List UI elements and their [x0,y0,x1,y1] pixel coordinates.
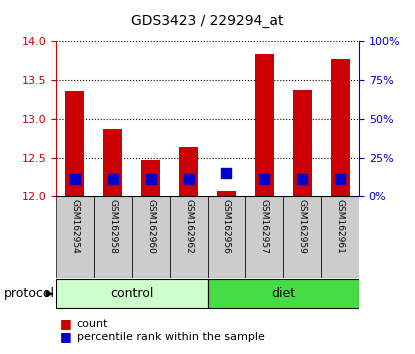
Bar [293,90,312,196]
Bar [170,196,208,278]
Text: ■: ■ [60,318,72,330]
Point [337,177,343,182]
Text: GSM162962: GSM162962 [184,199,193,254]
Text: GSM162956: GSM162956 [222,199,231,254]
Bar [321,196,359,278]
Bar [208,196,245,278]
Text: count: count [77,319,108,329]
Text: GDS3423 / 229294_at: GDS3423 / 229294_at [131,14,284,28]
Point [72,177,78,182]
Text: GSM162954: GSM162954 [71,199,79,254]
Bar [331,59,349,196]
Text: GSM162959: GSM162959 [298,199,307,254]
Bar [179,147,198,196]
Point [299,177,305,182]
Text: GSM162957: GSM162957 [260,199,269,254]
Text: percentile rank within the sample: percentile rank within the sample [77,332,265,342]
Text: GSM162960: GSM162960 [146,199,155,254]
Text: ■: ■ [60,331,72,343]
Bar [208,280,359,308]
Text: diet: diet [271,287,295,300]
Bar [283,196,321,278]
Bar [56,196,94,278]
Bar [103,129,122,196]
Point [261,177,268,182]
Point [185,177,192,182]
Point [223,170,230,176]
Bar [245,196,283,278]
Text: GSM162958: GSM162958 [108,199,117,254]
Bar [56,280,208,308]
Bar [94,196,132,278]
Point [147,177,154,182]
Text: control: control [110,287,154,300]
Text: protocol: protocol [4,287,55,300]
Text: GSM162961: GSM162961 [336,199,344,254]
Bar [255,54,274,196]
Bar [141,160,160,196]
Bar [132,196,170,278]
Bar [66,91,84,196]
Point [110,177,116,182]
Bar [217,191,236,196]
